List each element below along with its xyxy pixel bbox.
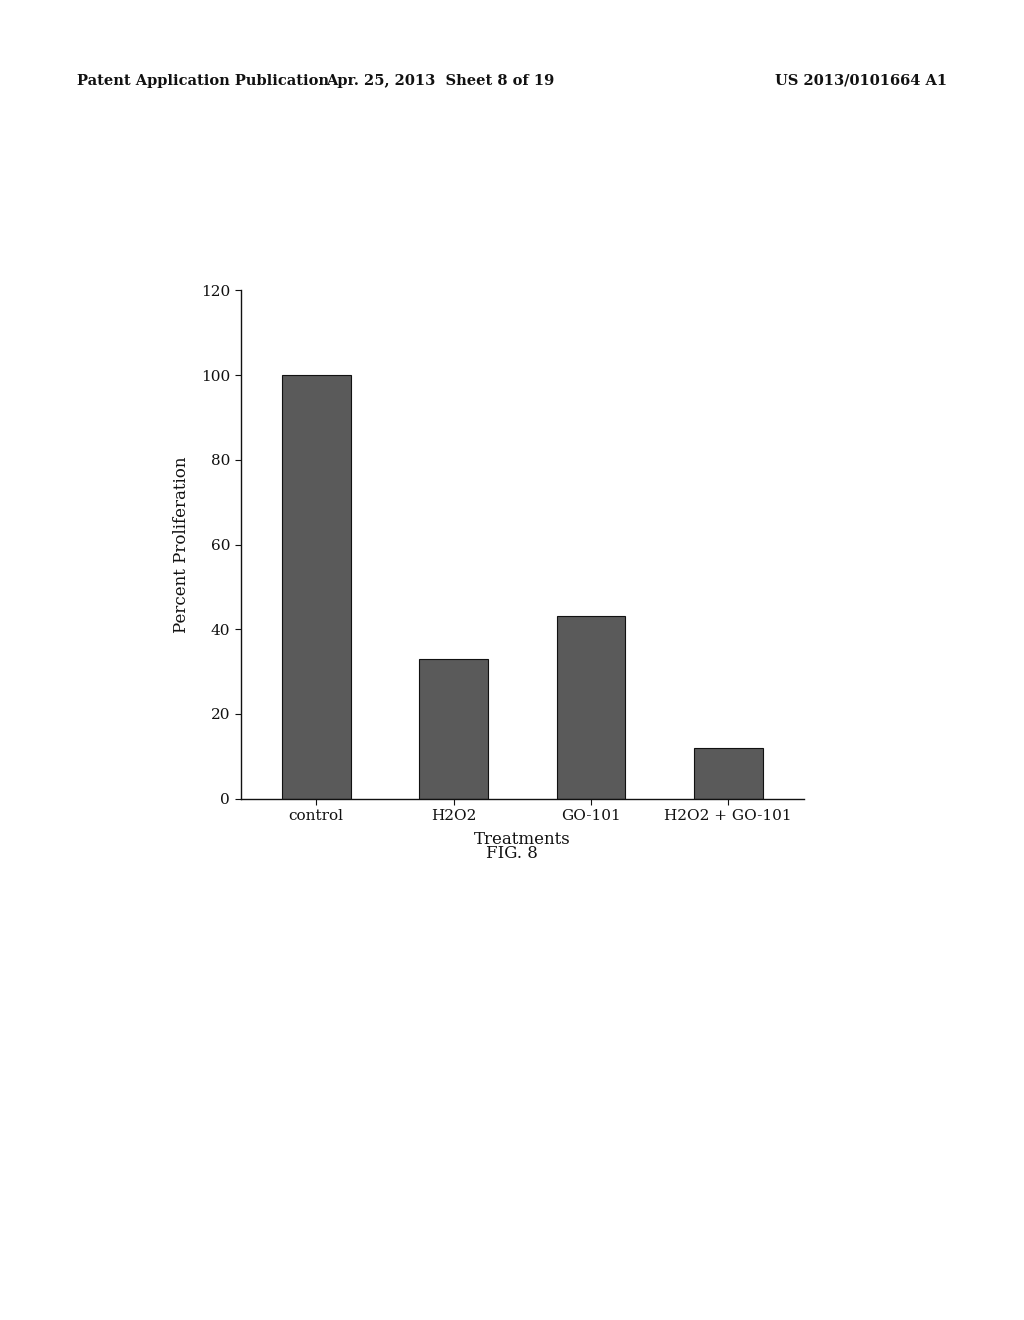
Bar xyxy=(419,659,487,799)
Bar xyxy=(282,375,350,799)
Text: FIG. 8: FIG. 8 xyxy=(486,845,538,862)
Y-axis label: Percent Proliferation: Percent Proliferation xyxy=(173,457,189,632)
Bar xyxy=(694,747,763,799)
Bar xyxy=(557,616,626,799)
Text: Apr. 25, 2013  Sheet 8 of 19: Apr. 25, 2013 Sheet 8 of 19 xyxy=(327,74,554,88)
Text: US 2013/0101664 A1: US 2013/0101664 A1 xyxy=(775,74,947,88)
X-axis label: Treatments: Treatments xyxy=(474,832,570,849)
Text: Patent Application Publication: Patent Application Publication xyxy=(77,74,329,88)
